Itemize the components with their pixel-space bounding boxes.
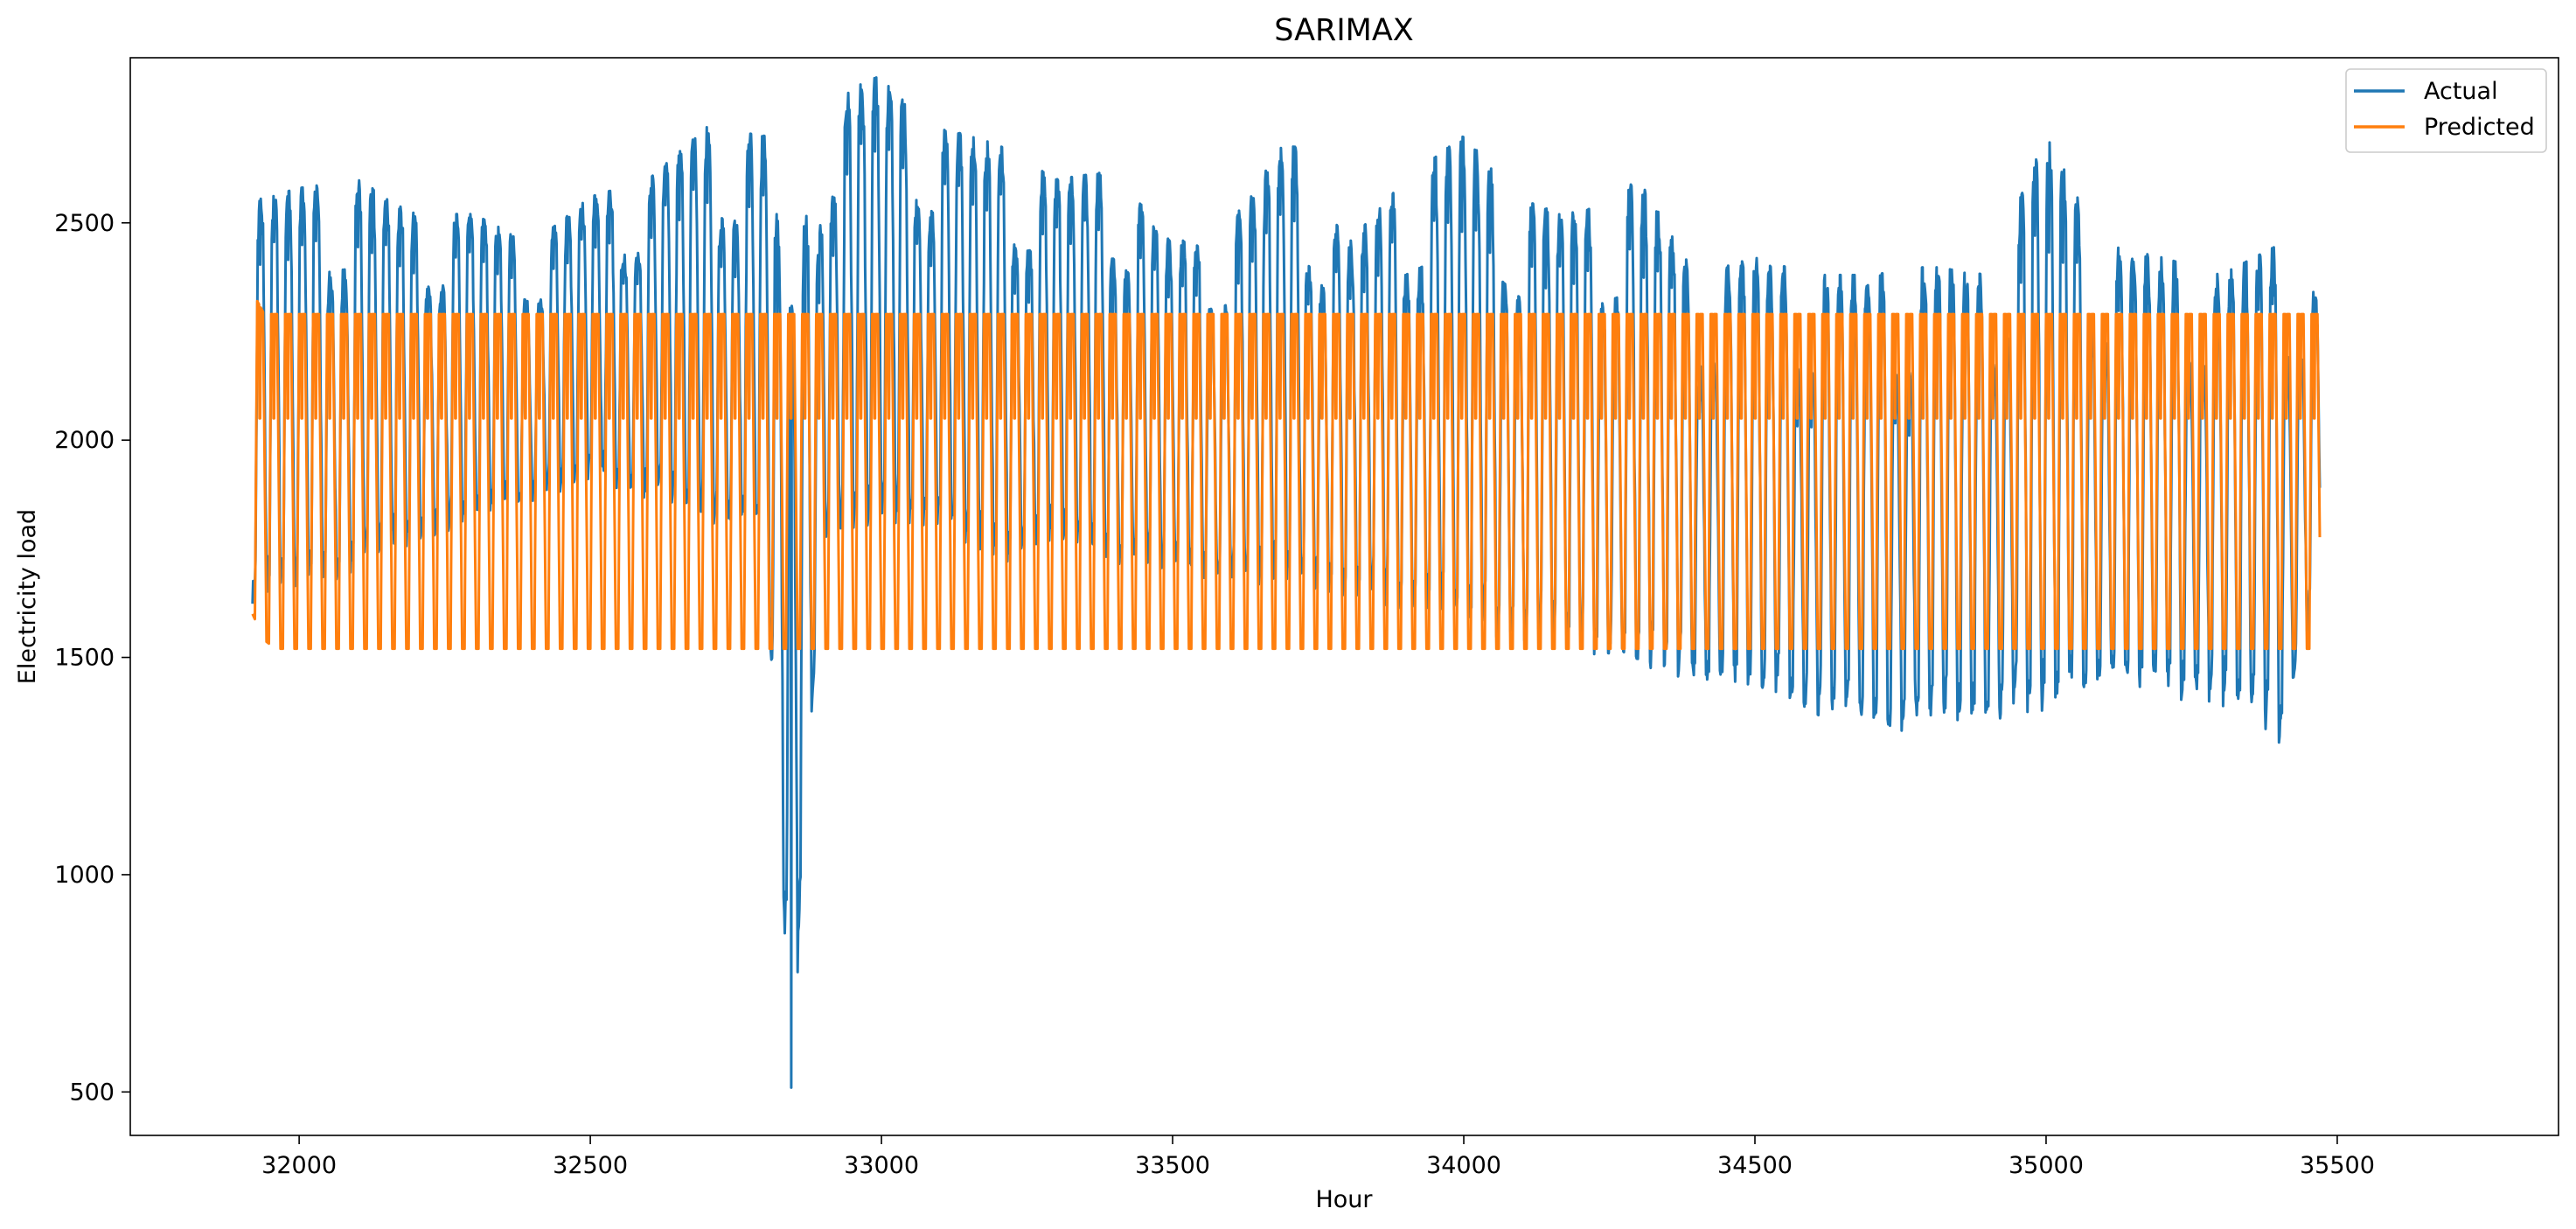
x-tick-label: 35500 [2300,1152,2375,1179]
x-tick-label: 32500 [553,1152,628,1179]
series-line-predicted [251,299,2322,651]
legend-label-actual: Actual [2424,78,2498,105]
y-axis: 500 1000 1500 2000 2500 [54,210,130,1106]
legend: Actual Predicted [2345,68,2547,153]
x-tick-label: 35000 [2009,1152,2084,1179]
x-tick-label: 34000 [1426,1152,1501,1179]
x-tick-label: 33500 [1135,1152,1210,1179]
x-axis-label: Hour [1315,1186,1373,1213]
x-tick-label: 34500 [1717,1152,1793,1179]
y-axis-label: Electricity load [14,509,41,684]
x-tick-label: 32000 [261,1152,337,1179]
chart-title: SARIMAX [1274,13,1414,48]
y-tick-label: 2000 [54,427,115,454]
legend-label-predicted: Predicted [2424,114,2535,141]
x-axis: 32000 32500 33000 33500 34000 34500 35000 35500 [261,1135,2375,1179]
plot-area [251,76,2322,1089]
y-tick-label: 1500 [54,645,115,672]
plot-frame [129,57,2559,1136]
y-tick-label: 1000 [54,862,115,889]
y-tick-label: 500 [69,1079,115,1106]
x-tick-label: 33000 [844,1152,919,1179]
y-tick-label: 2500 [54,210,115,237]
